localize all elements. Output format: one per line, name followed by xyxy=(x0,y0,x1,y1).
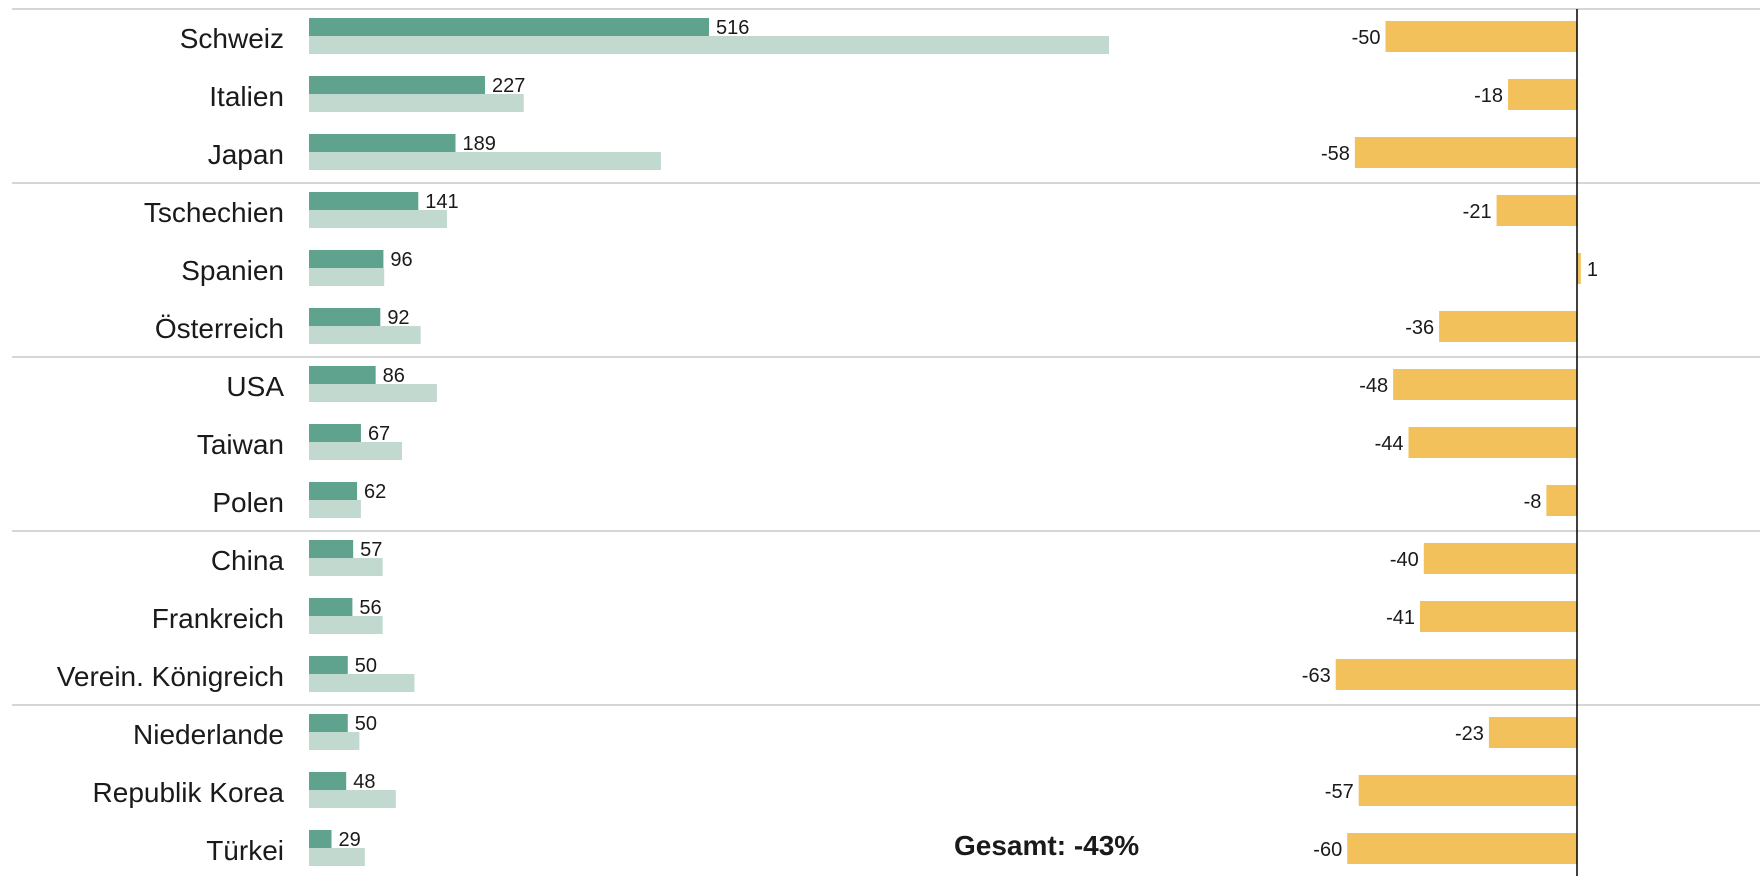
category-label: Türkei xyxy=(206,835,284,866)
change-bar xyxy=(1439,311,1577,342)
primary-value-label: 189 xyxy=(463,133,496,155)
category-label: Spanien xyxy=(181,255,284,286)
comparison-bar xyxy=(309,500,361,518)
change-bar xyxy=(1335,659,1577,690)
comparison-bar xyxy=(309,558,383,576)
change-value-label: -21 xyxy=(1463,201,1492,223)
comparison-bar xyxy=(309,732,360,750)
primary-bar xyxy=(309,656,348,674)
change-value-label: -44 xyxy=(1375,433,1404,455)
comparison-bar xyxy=(309,790,396,808)
change-bar xyxy=(1488,717,1577,748)
comparison-bar xyxy=(309,384,437,402)
change-bar xyxy=(1385,21,1577,52)
primary-bar xyxy=(309,192,419,210)
category-label: Republik Korea xyxy=(93,777,285,808)
change-value-label: -50 xyxy=(1352,27,1381,49)
change-value-label: -41 xyxy=(1386,607,1415,629)
category-label: Schweiz xyxy=(180,23,284,54)
change-bar xyxy=(1347,833,1577,864)
primary-bar xyxy=(309,714,348,732)
change-value-label: -63 xyxy=(1302,665,1331,687)
primary-value-label: 50 xyxy=(355,713,377,735)
comparison-bar xyxy=(309,326,421,344)
primary-value-label: 29 xyxy=(338,829,360,851)
category-labels: Schweiz Italien Japan Tschechien Spanien Öste… xyxy=(57,23,285,866)
category-label: Frankreich xyxy=(152,603,284,634)
primary-bar xyxy=(309,598,353,616)
primary-value-label: 96 xyxy=(390,249,412,271)
change-value-label: -40 xyxy=(1390,549,1419,571)
comparison-bar xyxy=(309,616,383,634)
change-bar xyxy=(1423,543,1577,574)
change-value-label: -8 xyxy=(1524,491,1542,513)
category-label: Polen xyxy=(212,487,284,518)
comparison-bar xyxy=(309,36,1109,54)
primary-bar xyxy=(309,424,361,442)
primary-bar xyxy=(309,308,381,326)
primary-value-label: 50 xyxy=(355,655,377,677)
category-label: Italien xyxy=(209,81,284,112)
category-label: Österreich xyxy=(155,313,284,344)
category-label: China xyxy=(211,545,285,576)
change-bar xyxy=(1577,253,1581,284)
primary-bar xyxy=(309,772,347,790)
change-bar xyxy=(1408,427,1577,458)
primary-value-label: 86 xyxy=(383,365,405,387)
category-label: Niederlande xyxy=(133,719,284,750)
category-label: USA xyxy=(226,371,284,402)
primary-bar xyxy=(309,540,354,558)
category-label: Japan xyxy=(208,139,284,170)
primary-value-label: 48 xyxy=(353,771,375,793)
category-label: Tschechien xyxy=(144,197,284,228)
change-value-label: -36 xyxy=(1405,317,1434,339)
primary-value-label: 67 xyxy=(368,423,390,445)
primary-bar xyxy=(309,134,456,152)
comparison-bar xyxy=(309,268,385,286)
change-value-label: -23 xyxy=(1455,723,1484,745)
comparison-bar xyxy=(309,442,403,460)
comparison-bar xyxy=(309,152,661,170)
primary-value-label: 141 xyxy=(425,191,458,213)
comparison-bar xyxy=(309,210,447,228)
primary-bar xyxy=(309,76,485,94)
change-value-label: 1 xyxy=(1587,259,1598,281)
change-value-label: -48 xyxy=(1359,375,1388,397)
total-change-label: Gesamt: -43% xyxy=(954,830,1140,861)
change-bar xyxy=(1393,369,1577,400)
change-bar xyxy=(1496,195,1577,226)
group-separators xyxy=(12,8,1760,706)
category-label: Verein. Königreich xyxy=(57,661,284,692)
primary-value-label: 92 xyxy=(387,307,409,329)
change-value-label: -57 xyxy=(1325,781,1354,803)
change-value-label: -58 xyxy=(1321,143,1350,165)
comparison-bar xyxy=(309,674,415,692)
category-label: Taiwan xyxy=(197,429,284,460)
primary-value-label: 227 xyxy=(492,75,525,97)
primary-value-label: 516 xyxy=(716,17,749,39)
primary-bar xyxy=(309,830,332,848)
change-value-label: -18 xyxy=(1474,85,1503,107)
primary-value-label: 57 xyxy=(360,539,382,561)
primary-value-label: 56 xyxy=(359,597,381,619)
primary-bar xyxy=(309,482,358,500)
change-bar xyxy=(1358,775,1577,806)
change-bar xyxy=(1354,137,1577,168)
change-bar xyxy=(1508,79,1577,110)
change-bars: -50 -18 -58 -21 1 -36 -48 -44 -8 -40 -41 -63 -23 -57 -… xyxy=(1302,21,1598,864)
primary-bar xyxy=(309,250,384,268)
value-bars: 516 227 189 141 96 92 86 67 62 57 56 50 50 48 29 xyxy=(309,17,1109,866)
change-value-label: -60 xyxy=(1313,839,1342,861)
primary-bar xyxy=(309,366,376,384)
change-bar xyxy=(1546,485,1577,516)
primary-bar xyxy=(309,18,709,36)
primary-value-label: 62 xyxy=(364,481,386,503)
change-bar xyxy=(1419,601,1577,632)
comparison-bar xyxy=(309,94,524,112)
comparison-bar xyxy=(309,848,365,866)
